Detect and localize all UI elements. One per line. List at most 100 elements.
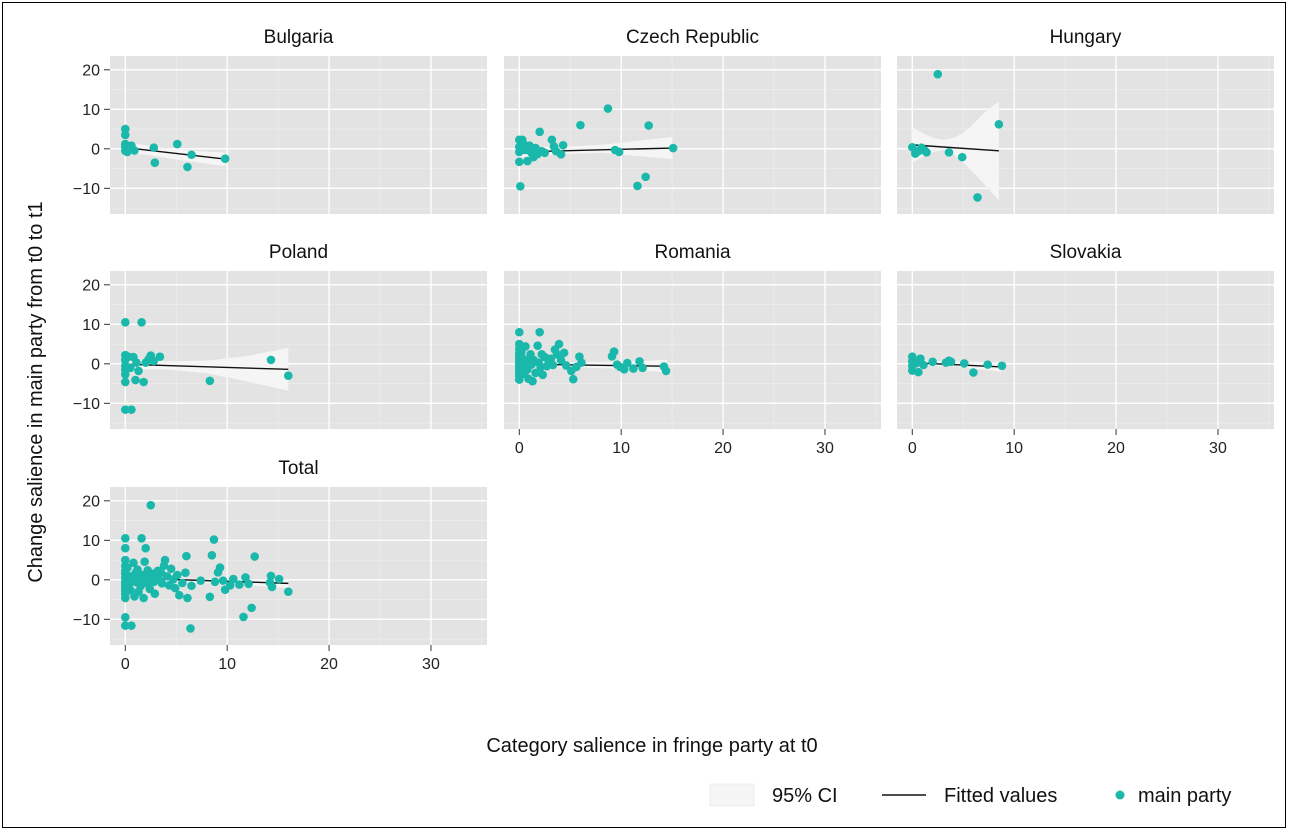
data-point — [922, 148, 931, 157]
data-point — [558, 140, 568, 150]
legend: 95% CI Fitted values main party — [709, 783, 1231, 807]
panel-background — [110, 56, 487, 214]
data-point — [215, 563, 225, 572]
panel-bulgaria: Bulgaria 20 10 0 −10 — [73, 27, 487, 214]
panel-background — [504, 56, 881, 214]
data-point — [174, 590, 184, 600]
fitted-line — [912, 144, 999, 152]
y-tick-label: 10 — [82, 102, 100, 119]
data-point — [120, 621, 130, 630]
panel-slovakia: Slovakia 0 10 20 30 — [897, 242, 1274, 457]
data-point — [183, 162, 192, 172]
data-point — [205, 376, 215, 386]
panel-background — [897, 271, 1274, 429]
y-tick-label: 0 — [91, 141, 100, 158]
data-point — [244, 579, 253, 589]
data-point — [547, 135, 557, 145]
data-point — [994, 120, 1004, 129]
legend-ci-swatch — [709, 783, 755, 807]
data-point — [134, 366, 143, 376]
panel-romania: Romania 0 10 20 30 — [504, 242, 881, 457]
panel-background — [110, 271, 487, 429]
data-point — [139, 377, 148, 387]
panel-title: Total — [278, 458, 318, 479]
data-point — [919, 360, 928, 370]
data-point — [638, 363, 647, 373]
data-point — [959, 359, 969, 368]
data-point — [576, 120, 585, 130]
panel-title: Czech Republic — [626, 27, 759, 48]
data-point — [120, 534, 130, 543]
legend-fitted-label: Fitted values — [944, 785, 1057, 807]
data-point — [127, 405, 136, 414]
data-point — [535, 127, 544, 137]
data-point — [957, 152, 967, 162]
data-point — [182, 551, 191, 561]
data-point — [946, 357, 956, 367]
data-point — [181, 568, 190, 578]
data-point — [149, 143, 159, 152]
data-point — [514, 375, 524, 384]
x-axis-title: Category salience in fringe party at t0 — [486, 735, 817, 757]
data-point — [120, 555, 130, 565]
y-tick-label: −10 — [73, 181, 100, 198]
data-point — [120, 124, 130, 134]
panel-title: Poland — [269, 242, 328, 263]
data-point — [933, 69, 943, 79]
data-point — [141, 543, 150, 553]
data-point — [284, 587, 293, 596]
data-point — [120, 405, 130, 414]
data-point — [997, 361, 1007, 371]
data-point — [235, 580, 244, 589]
data-point — [614, 147, 624, 157]
data-point — [983, 360, 992, 369]
data-point — [150, 158, 160, 167]
data-point — [559, 348, 569, 358]
data-point — [137, 534, 146, 543]
data-point — [661, 366, 671, 376]
data-point — [577, 358, 586, 367]
data-point — [973, 193, 982, 202]
data-point — [126, 363, 135, 373]
y-tick-label: 0 — [91, 356, 100, 373]
data-point — [540, 148, 550, 158]
panel-title: Romania — [654, 242, 730, 263]
data-point — [120, 318, 130, 327]
data-point — [533, 341, 542, 350]
data-point — [928, 357, 937, 367]
data-point — [146, 500, 156, 510]
data-point — [166, 564, 176, 574]
data-point — [668, 143, 678, 153]
x-tick-label: 30 — [422, 656, 440, 673]
data-point — [210, 577, 220, 587]
data-point — [183, 593, 192, 603]
data-point — [120, 613, 130, 622]
data-point — [609, 347, 619, 356]
y-tick-label: 20 — [82, 277, 100, 294]
legend-point-label: main party — [1138, 785, 1231, 807]
data-point — [170, 583, 180, 593]
data-point — [205, 592, 215, 602]
data-point — [633, 181, 642, 191]
data-point — [250, 552, 259, 561]
data-point — [187, 581, 196, 591]
data-point — [157, 579, 167, 588]
x-tick-label: 10 — [612, 440, 630, 457]
data-point — [207, 551, 217, 560]
data-point — [548, 360, 558, 370]
ci-band — [912, 101, 999, 201]
data-point — [120, 377, 130, 387]
data-point — [622, 358, 632, 368]
y-tick-label: 20 — [82, 493, 100, 510]
data-point — [186, 624, 195, 633]
data-point — [209, 535, 219, 544]
y-tick-label: 0 — [91, 572, 100, 589]
data-point — [218, 576, 228, 585]
data-point — [178, 578, 187, 588]
data-point — [914, 367, 923, 377]
data-point — [220, 154, 230, 163]
data-point — [266, 355, 276, 365]
data-point — [267, 582, 277, 592]
data-point — [150, 589, 160, 598]
